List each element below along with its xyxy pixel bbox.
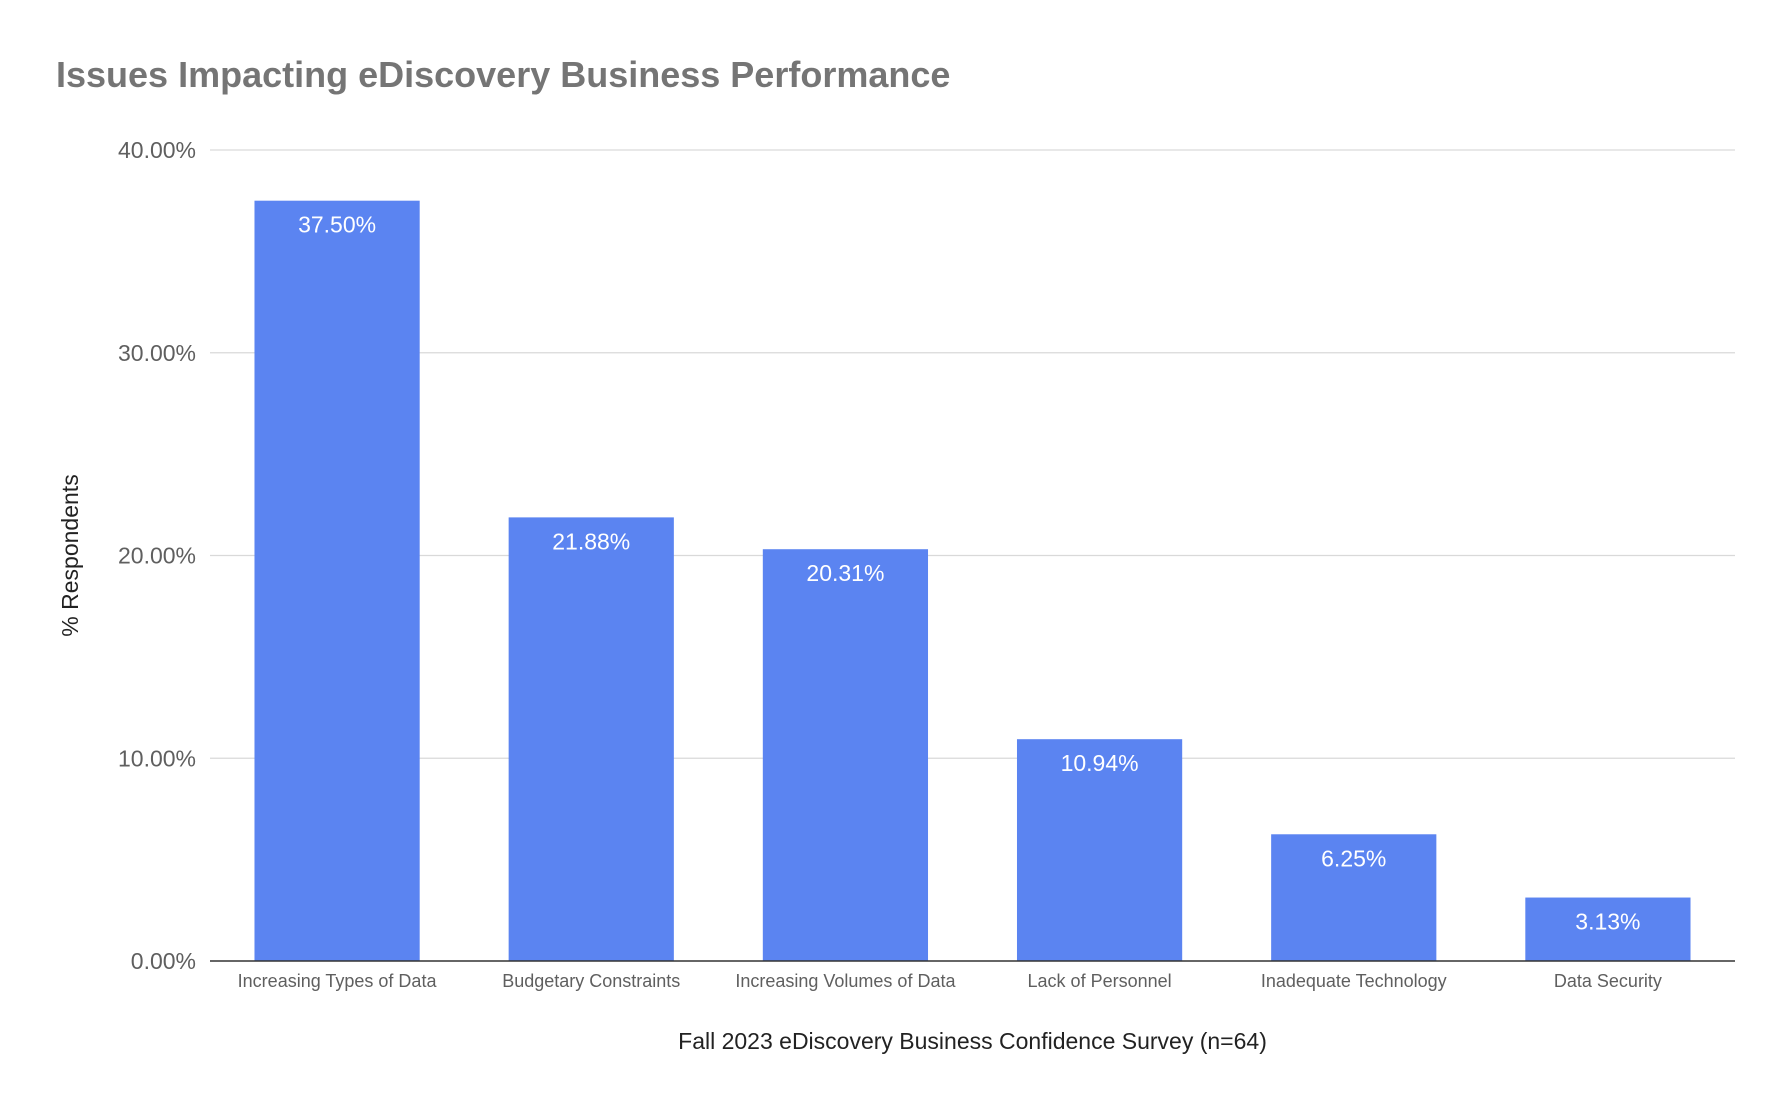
- bars: [254, 200, 1691, 961]
- y-tick-label: 40.00%: [118, 137, 196, 163]
- bar: [1525, 897, 1691, 961]
- x-axis-categories: Increasing Types of Data Budgetary Constr…: [238, 971, 1662, 991]
- bar: [508, 517, 674, 961]
- x-category-label: Budgetary Constraints: [502, 971, 680, 991]
- x-category-label: Inadequate Technology: [1261, 971, 1447, 991]
- x-category-label: Increasing Volumes of Data: [735, 971, 956, 991]
- bar-value-label: 20.31%: [806, 560, 884, 586]
- y-tick-label: 20.00%: [118, 543, 196, 569]
- bar-value-label: 3.13%: [1575, 909, 1640, 935]
- bar: [1271, 834, 1437, 961]
- data-labels: 37.50% 21.88% 20.31% 10.94% 6.25% 3.13%: [298, 212, 1640, 935]
- gridlines: [210, 149, 1735, 759]
- bar: [1016, 739, 1183, 961]
- bar-value-label: 21.88%: [552, 528, 630, 554]
- y-axis-ticks: 0.00% 10.00% 20.00% 30.00% 40.00%: [118, 137, 196, 974]
- y-tick-label: 30.00%: [118, 340, 196, 366]
- bar-value-label: 37.50%: [298, 212, 376, 238]
- x-category-label: Lack of Personnel: [1028, 971, 1172, 991]
- y-tick-label: 0.00%: [131, 948, 196, 974]
- bar-value-label: 10.94%: [1061, 750, 1139, 776]
- y-axis-title: % Respondents: [57, 474, 83, 636]
- x-category-label: Data Security: [1554, 971, 1662, 991]
- x-category-label: Increasing Types of Data: [238, 971, 438, 991]
- y-tick-label: 10.00%: [118, 745, 196, 771]
- bar-value-label: 6.25%: [1321, 845, 1386, 871]
- bar: [762, 549, 929, 961]
- chart-title: Issues Impacting eDiscovery Business Per…: [56, 54, 951, 95]
- bar: [254, 200, 420, 961]
- x-axis-title: Fall 2023 eDiscovery Business Confidence…: [678, 1028, 1267, 1054]
